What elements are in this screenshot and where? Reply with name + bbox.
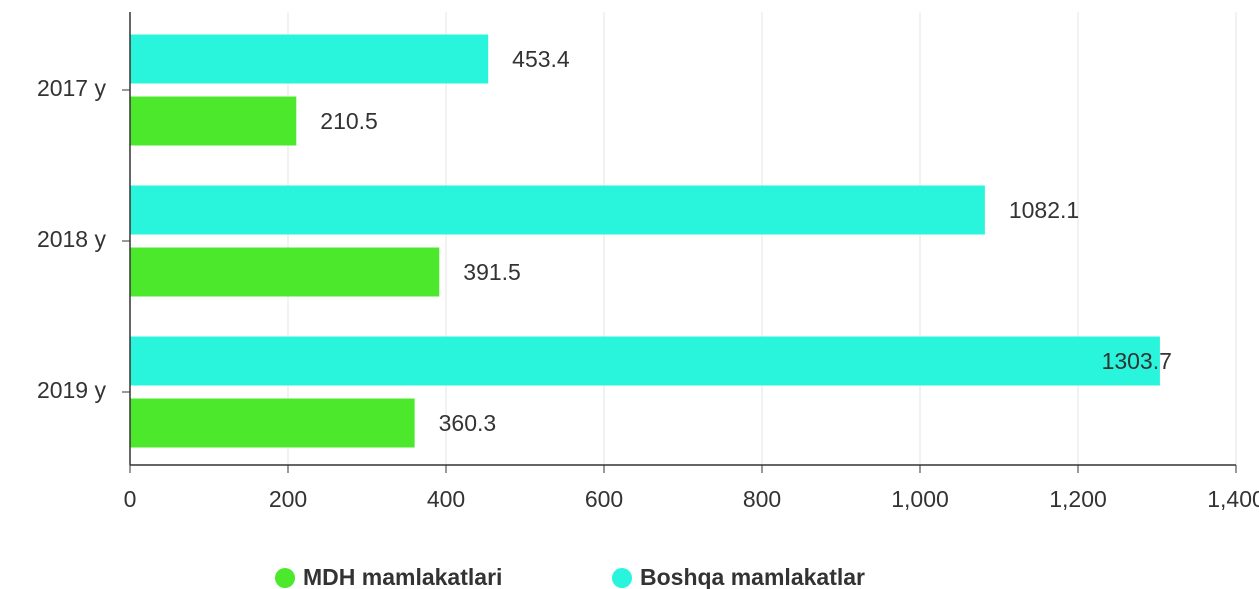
bar (130, 336, 1160, 386)
legend-item: Boshqa mamlakatlar (612, 564, 865, 589)
legend-swatch (612, 568, 632, 588)
x-tick-label: 200 (269, 486, 307, 512)
bar (130, 185, 985, 235)
x-tick-label: 1,400 (1207, 486, 1259, 512)
data-label: 391.5 (463, 259, 521, 285)
x-tick-label: 400 (427, 486, 465, 512)
x-tick-label: 1,200 (1049, 486, 1107, 512)
data-label: 1303.7 (1102, 348, 1172, 374)
legend-swatch (275, 568, 295, 588)
y-tick-label: 2018 y (37, 226, 107, 252)
legend-label: Boshqa mamlakatlar (640, 564, 865, 589)
x-tick-label: 800 (743, 486, 781, 512)
bar (130, 247, 440, 297)
y-tick-label: 2019 y (37, 377, 107, 403)
data-label: 360.3 (439, 410, 497, 436)
data-label: 210.5 (320, 108, 378, 134)
legend-label: MDH mamlakatlari (303, 564, 502, 589)
x-tick-label: 1,000 (891, 486, 949, 512)
bar (130, 96, 297, 146)
bar (130, 398, 415, 448)
x-tick-label: 600 (585, 486, 623, 512)
legend-item: MDH mamlakatlari (275, 564, 502, 589)
x-tick-label: 0 (124, 486, 137, 512)
bar (130, 34, 489, 84)
data-label: 453.4 (512, 46, 570, 72)
data-label: 1082.1 (1009, 197, 1079, 223)
y-tick-label: 2017 y (37, 75, 107, 101)
